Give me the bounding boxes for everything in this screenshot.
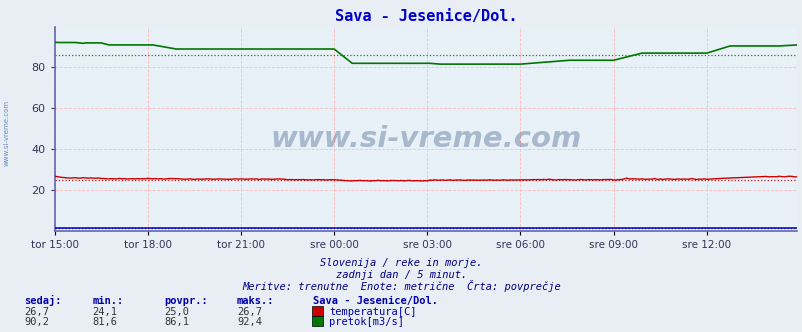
Text: Meritve: trenutne  Enote: metrične  Črta: povprečje: Meritve: trenutne Enote: metrične Črta: …: [242, 280, 560, 292]
Text: sedaj:: sedaj:: [24, 295, 62, 306]
Text: 26,7: 26,7: [24, 307, 49, 317]
Text: 90,2: 90,2: [24, 317, 49, 327]
Text: zadnji dan / 5 minut.: zadnji dan / 5 minut.: [335, 270, 467, 280]
Text: 86,1: 86,1: [164, 317, 189, 327]
Text: 81,6: 81,6: [92, 317, 117, 327]
Text: min.:: min.:: [92, 296, 124, 306]
Title: Sava - Jesenice/Dol.: Sava - Jesenice/Dol.: [334, 9, 516, 24]
Text: 92,4: 92,4: [237, 317, 261, 327]
Text: 26,7: 26,7: [237, 307, 261, 317]
Text: maks.:: maks.:: [237, 296, 274, 306]
Text: 24,1: 24,1: [92, 307, 117, 317]
Text: povpr.:: povpr.:: [164, 296, 208, 306]
Text: Slovenija / reke in morje.: Slovenija / reke in morje.: [320, 258, 482, 268]
Text: www.si-vreme.com: www.si-vreme.com: [270, 125, 581, 153]
Text: Sava - Jesenice/Dol.: Sava - Jesenice/Dol.: [313, 296, 438, 306]
Text: 25,0: 25,0: [164, 307, 189, 317]
Text: www.si-vreme.com: www.si-vreme.com: [3, 100, 10, 166]
Text: pretok[m3/s]: pretok[m3/s]: [329, 317, 403, 327]
Text: temperatura[C]: temperatura[C]: [329, 307, 416, 317]
